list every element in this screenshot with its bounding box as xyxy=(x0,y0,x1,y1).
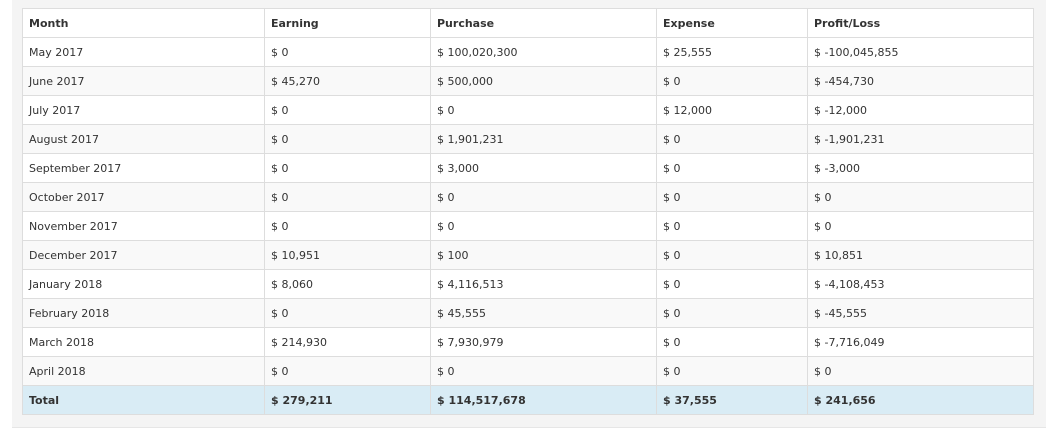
profit-loss-cell: $ -1,901,231 xyxy=(807,124,1034,154)
earning-cell: $ 0 xyxy=(264,37,431,67)
profit-loss-cell: $ 0 xyxy=(807,211,1034,241)
expense-cell: $ 0 xyxy=(656,240,808,270)
expense-cell: $ 0 xyxy=(656,269,808,299)
expense-cell: $ 25,555 xyxy=(656,37,808,67)
total-profit-loss-cell: $ 241,656 xyxy=(807,385,1034,415)
total-label: Total xyxy=(22,385,265,415)
profit-loss-cell: $ -100,045,855 xyxy=(807,37,1034,67)
earning-cell: $ 45,270 xyxy=(264,66,431,96)
earning-cell: $ 0 xyxy=(264,124,431,154)
month-cell: October 2017 xyxy=(22,182,265,212)
purchase-cell: $ 0 xyxy=(430,211,657,241)
total-purchase-cell: $ 114,517,678 xyxy=(430,385,657,415)
earning-cell: $ 0 xyxy=(264,356,431,386)
table-row: April 2018 $ 0 $ 0 $ 0 $ 0 xyxy=(22,356,1034,386)
table-row: June 2017 $ 45,270 $ 500,000 $ 0 $ -454,730 xyxy=(22,66,1034,96)
purchase-cell: $ 100 xyxy=(430,240,657,270)
earning-cell: $ 0 xyxy=(264,211,431,241)
purchase-cell: $ 45,555 xyxy=(430,298,657,328)
profit-loss-cell: $ -4,108,453 xyxy=(807,269,1034,299)
month-cell: June 2017 xyxy=(22,66,265,96)
expense-cell: $ 12,000 xyxy=(656,95,808,125)
month-cell: January 2018 xyxy=(22,269,265,299)
purchase-cell: $ 500,000 xyxy=(430,66,657,96)
total-row: Total $ 279,211 $ 114,517,678 $ 37,555 $ 241… xyxy=(22,385,1034,415)
profit-loss-cell: $ 0 xyxy=(807,182,1034,212)
purchase-cell: $ 7,930,979 xyxy=(430,327,657,357)
table-row: November 2017 $ 0 $ 0 $ 0 $ 0 xyxy=(22,211,1034,241)
month-cell: February 2018 xyxy=(22,298,265,328)
expense-cell: $ 0 xyxy=(656,66,808,96)
purchase-cell: $ 100,020,300 xyxy=(430,37,657,67)
profit-loss-cell: $ 10,851 xyxy=(807,240,1034,270)
purchase-cell: $ 0 xyxy=(430,182,657,212)
earning-cell: $ 0 xyxy=(264,95,431,125)
profit-loss-cell: $ -12,000 xyxy=(807,95,1034,125)
month-cell: April 2018 xyxy=(22,356,265,386)
month-cell: March 2018 xyxy=(22,327,265,357)
expense-cell: $ 0 xyxy=(656,182,808,212)
purchase-cell: $ 0 xyxy=(430,356,657,386)
expense-cell: $ 0 xyxy=(656,211,808,241)
table-row: May 2017 $ 0 $ 100,020,300 $ 25,555 $ -100,0… xyxy=(22,37,1034,67)
table-row: September 2017 $ 0 $ 3,000 $ 0 $ -3,000 xyxy=(22,153,1034,183)
month-cell: July 2017 xyxy=(22,95,265,125)
header-earning[interactable]: Earning xyxy=(264,8,431,38)
header-purchase[interactable]: Purchase xyxy=(430,8,657,38)
earning-cell: $ 214,930 xyxy=(264,327,431,357)
profit-loss-cell: $ -3,000 xyxy=(807,153,1034,183)
purchase-cell: $ 0 xyxy=(430,95,657,125)
table-row: December 2017 $ 10,951 $ 100 $ 0 $ 10,851 xyxy=(22,240,1034,270)
table-row: October 2017 $ 0 $ 0 $ 0 $ 0 xyxy=(22,182,1034,212)
header-month[interactable]: Month xyxy=(22,8,265,38)
profit-loss-cell: $ -454,730 xyxy=(807,66,1034,96)
table-body: May 2017 $ 0 $ 100,020,300 $ 25,555 $ -100,0… xyxy=(22,37,1034,415)
earning-cell: $ 8,060 xyxy=(264,269,431,299)
expense-cell: $ 0 xyxy=(656,356,808,386)
month-cell: May 2017 xyxy=(22,37,265,67)
purchase-cell: $ 3,000 xyxy=(430,153,657,183)
expense-cell: $ 0 xyxy=(656,298,808,328)
table-row: January 2018 $ 8,060 $ 4,116,513 $ 0 $ -4,10… xyxy=(22,269,1034,299)
table-row: July 2017 $ 0 $ 0 $ 12,000 $ -12,000 xyxy=(22,95,1034,125)
total-earning-cell: $ 279,211 xyxy=(264,385,431,415)
month-cell: September 2017 xyxy=(22,153,265,183)
month-cell: August 2017 xyxy=(22,124,265,154)
header-profit-loss[interactable]: Profit/Loss xyxy=(807,8,1034,38)
expense-cell: $ 0 xyxy=(656,327,808,357)
expense-cell: $ 0 xyxy=(656,124,808,154)
month-cell: December 2017 xyxy=(22,240,265,270)
header-expense[interactable]: Expense xyxy=(656,8,808,38)
purchase-cell: $ 4,116,513 xyxy=(430,269,657,299)
earning-cell: $ 0 xyxy=(264,153,431,183)
total-expense-cell: $ 37,555 xyxy=(656,385,808,415)
profit-loss-cell: $ 0 xyxy=(807,356,1034,386)
earning-cell: $ 10,951 xyxy=(264,240,431,270)
table-row: August 2017 $ 0 $ 1,901,231 $ 0 $ -1,901,231 xyxy=(22,124,1034,154)
month-cell: November 2017 xyxy=(22,211,265,241)
profit-loss-cell: $ -45,555 xyxy=(807,298,1034,328)
table-row: February 2018 $ 0 $ 45,555 $ 0 $ -45,555 xyxy=(22,298,1034,328)
table-row: March 2018 $ 214,930 $ 7,930,979 $ 0 $ -7,71… xyxy=(22,327,1034,357)
table-header: Month Earning Purchase Expense Profit/Lo… xyxy=(22,8,1034,38)
earning-cell: $ 0 xyxy=(264,182,431,212)
profit-loss-table: Month Earning Purchase Expense Profit/Lo… xyxy=(22,8,1034,415)
earning-cell: $ 0 xyxy=(264,298,431,328)
profit-loss-cell: $ -7,716,049 xyxy=(807,327,1034,357)
purchase-cell: $ 1,901,231 xyxy=(430,124,657,154)
header-row: Month Earning Purchase Expense Profit/Lo… xyxy=(22,8,1034,38)
expense-cell: $ 0 xyxy=(656,153,808,183)
